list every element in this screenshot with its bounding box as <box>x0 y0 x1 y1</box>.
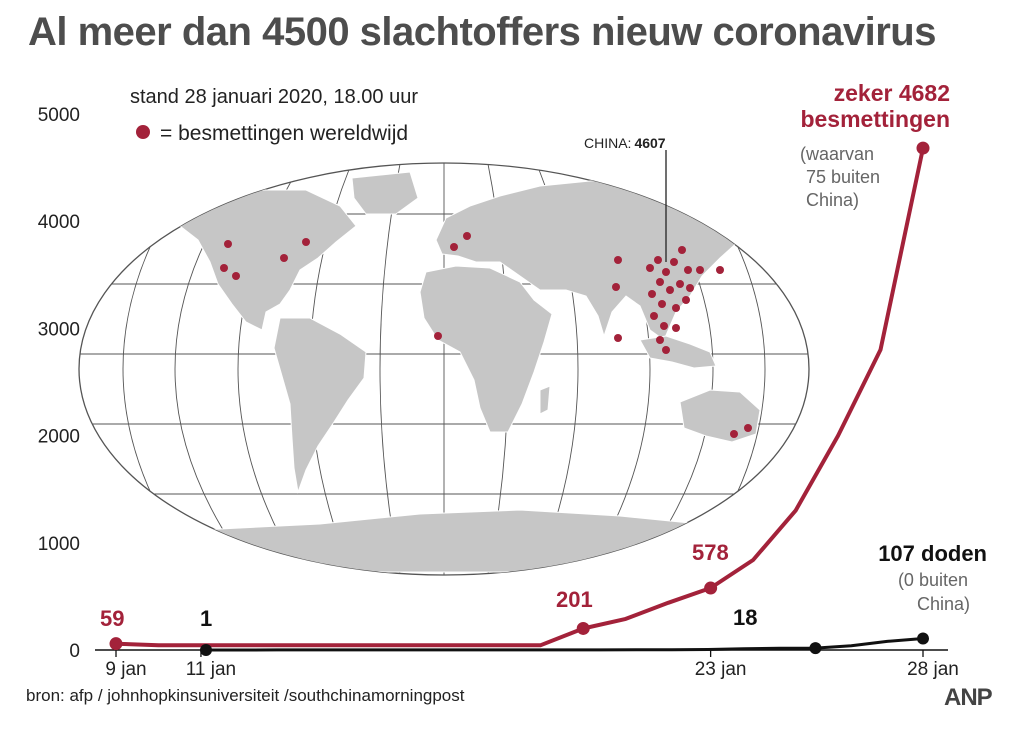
infection-dot <box>672 324 680 332</box>
deaths-line <box>206 637 924 652</box>
anp-logo: ANP <box>944 684 993 711</box>
infection-dot <box>434 332 442 340</box>
land-australia <box>679 389 761 443</box>
y-axis: 0 1000 2000 3000 4000 5000 <box>38 105 80 662</box>
infection-dot <box>648 290 656 298</box>
land-south-america <box>273 317 367 494</box>
infection-dot <box>682 296 690 304</box>
infection-dot <box>612 283 620 291</box>
infection-dot <box>678 246 686 254</box>
infection-dot <box>224 240 232 248</box>
infections-point <box>576 621 590 635</box>
x-tick-label: 23 jan <box>695 659 747 680</box>
label-death-18: 18 <box>733 605 757 630</box>
infection-dot <box>672 304 680 312</box>
source-note: bron: afp / johnhopkinsuniversiteit /sou… <box>26 686 465 705</box>
infection-dot <box>670 258 678 266</box>
infection-dot <box>450 243 458 251</box>
x-tick-label: 11 jan <box>186 659 236 680</box>
y-tick-label: 2000 <box>38 427 80 448</box>
infection-dot <box>730 430 738 438</box>
label-inf-total: zeker 4682 <box>834 80 950 106</box>
infection-dot <box>463 232 471 240</box>
x-tick-label: 9 jan <box>105 659 146 680</box>
y-tick-label: 3000 <box>38 319 80 340</box>
infection-dot <box>232 272 240 280</box>
x-axis: 9 jan 11 jan 23 jan 28 jan <box>105 650 959 680</box>
china-label: CHINA: 4607 <box>584 135 666 151</box>
x-tick-label: 28 jan <box>907 659 959 680</box>
label-death-total: 107 doden <box>878 541 987 566</box>
land-southeast-asia <box>639 335 717 369</box>
legend-dot-icon <box>136 125 150 139</box>
infection-dot <box>696 266 704 274</box>
annotations: CHINA: 4607 59 1 201 578 18 zeker 4682 be… <box>100 80 987 631</box>
infection-dot <box>662 268 670 276</box>
y-tick-label: 4000 <box>38 212 80 233</box>
y-tick-label: 0 <box>69 641 80 662</box>
infection-dot <box>280 254 288 262</box>
infection-dot <box>650 312 658 320</box>
world-map <box>78 150 810 576</box>
label-death-note-1: (0 buiten <box>898 570 968 590</box>
label-inf-start: 59 <box>100 606 124 631</box>
legend: = besmettingen wereldwijd <box>136 122 408 146</box>
infection-dot <box>676 280 684 288</box>
infections-point <box>704 581 718 595</box>
label-inf-note-1: (waarvan <box>800 144 874 164</box>
infections-point <box>916 141 930 155</box>
infection-dot <box>220 264 228 272</box>
infection-dot <box>646 264 654 272</box>
infection-dot <box>660 322 668 330</box>
infection-dot <box>656 278 664 286</box>
infections-line <box>115 147 925 648</box>
infection-dot <box>654 256 662 264</box>
infection-dot <box>658 300 666 308</box>
chart-subtitle: stand 28 januari 2020, 18.00 uur <box>130 86 418 108</box>
deaths-point <box>917 632 929 645</box>
page-title: Al meer dan 4500 slachtoffers nieuw coro… <box>28 10 936 54</box>
infection-dot <box>686 284 694 292</box>
infection-dot <box>302 238 310 246</box>
label-inf-note-2: 75 buiten <box>806 167 880 187</box>
infection-dot <box>614 334 622 342</box>
infection-dot <box>656 336 664 344</box>
infection-dot <box>744 424 752 432</box>
land-greenland <box>351 171 419 215</box>
land-madagascar <box>539 385 551 415</box>
land-north-america <box>177 189 357 331</box>
y-tick-label: 5000 <box>38 105 80 126</box>
label-inf-total-2: besmettingen <box>800 106 950 132</box>
infection-dot <box>614 256 622 264</box>
infection-dot <box>684 266 692 274</box>
legend-label: = besmettingen wereldwijd <box>160 122 409 145</box>
label-inf-201: 201 <box>556 587 593 612</box>
infection-dot <box>662 346 670 354</box>
deaths-point <box>200 644 212 656</box>
infections-point <box>109 637 123 651</box>
infection-dot <box>716 266 724 274</box>
infection-dot <box>666 286 674 294</box>
series <box>109 141 930 656</box>
y-tick-label: 1000 <box>38 534 80 555</box>
label-inf-578: 578 <box>692 540 729 565</box>
label-death-start: 1 <box>200 606 212 631</box>
deaths-point <box>809 642 822 655</box>
label-inf-note-3: China) <box>806 190 859 210</box>
infection-dots <box>220 232 752 438</box>
label-death-note-2: China) <box>917 594 970 614</box>
